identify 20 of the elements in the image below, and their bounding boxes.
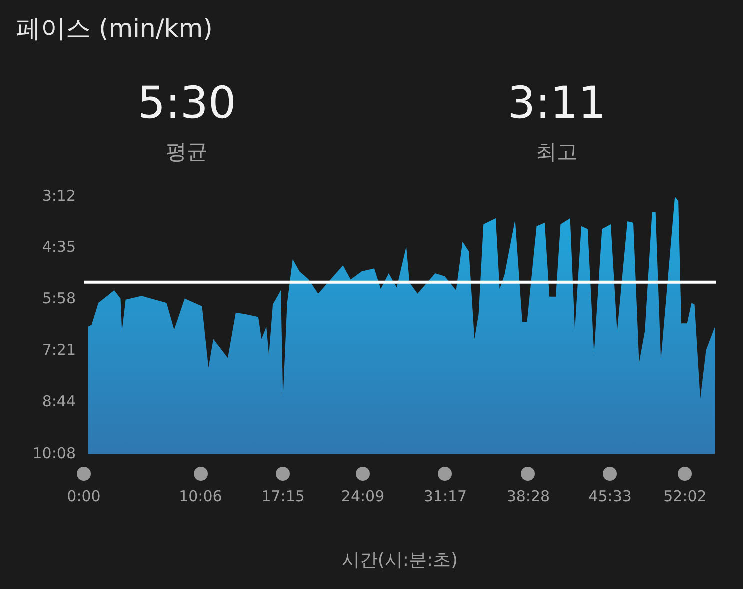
y-tick-label: 3:12 <box>42 186 76 205</box>
text: 3:11 <box>506 78 608 130</box>
y-tick-label: 5:58 <box>42 290 76 308</box>
x-axis-title: 시간(시:분:초) <box>342 550 458 571</box>
text: 평균 <box>165 139 209 166</box>
x-tick-label: 10:06 <box>179 487 222 506</box>
x-tick-label: 45:33 <box>588 487 632 506</box>
y-tick-label: 8:44 <box>42 392 76 410</box>
x-tick-label: 24:09 <box>341 487 385 506</box>
x-tick-label: 31:17 <box>424 487 468 506</box>
x-tick-label: 38:28 <box>506 487 550 506</box>
y-tick-label: 7:21 <box>42 340 76 359</box>
x-tick-label: 52:02 <box>664 487 707 506</box>
x-tick-label: 17:15 <box>262 487 305 506</box>
text: 최고 <box>535 139 579 166</box>
y-tick-label: 4:35 <box>42 238 76 256</box>
text: 5:30 <box>136 78 238 130</box>
y-tick-label: 10:08 <box>32 444 76 462</box>
x-tick-label: 0:00 <box>67 487 101 506</box>
chart-title: 페이스 (min/km) <box>16 13 213 45</box>
